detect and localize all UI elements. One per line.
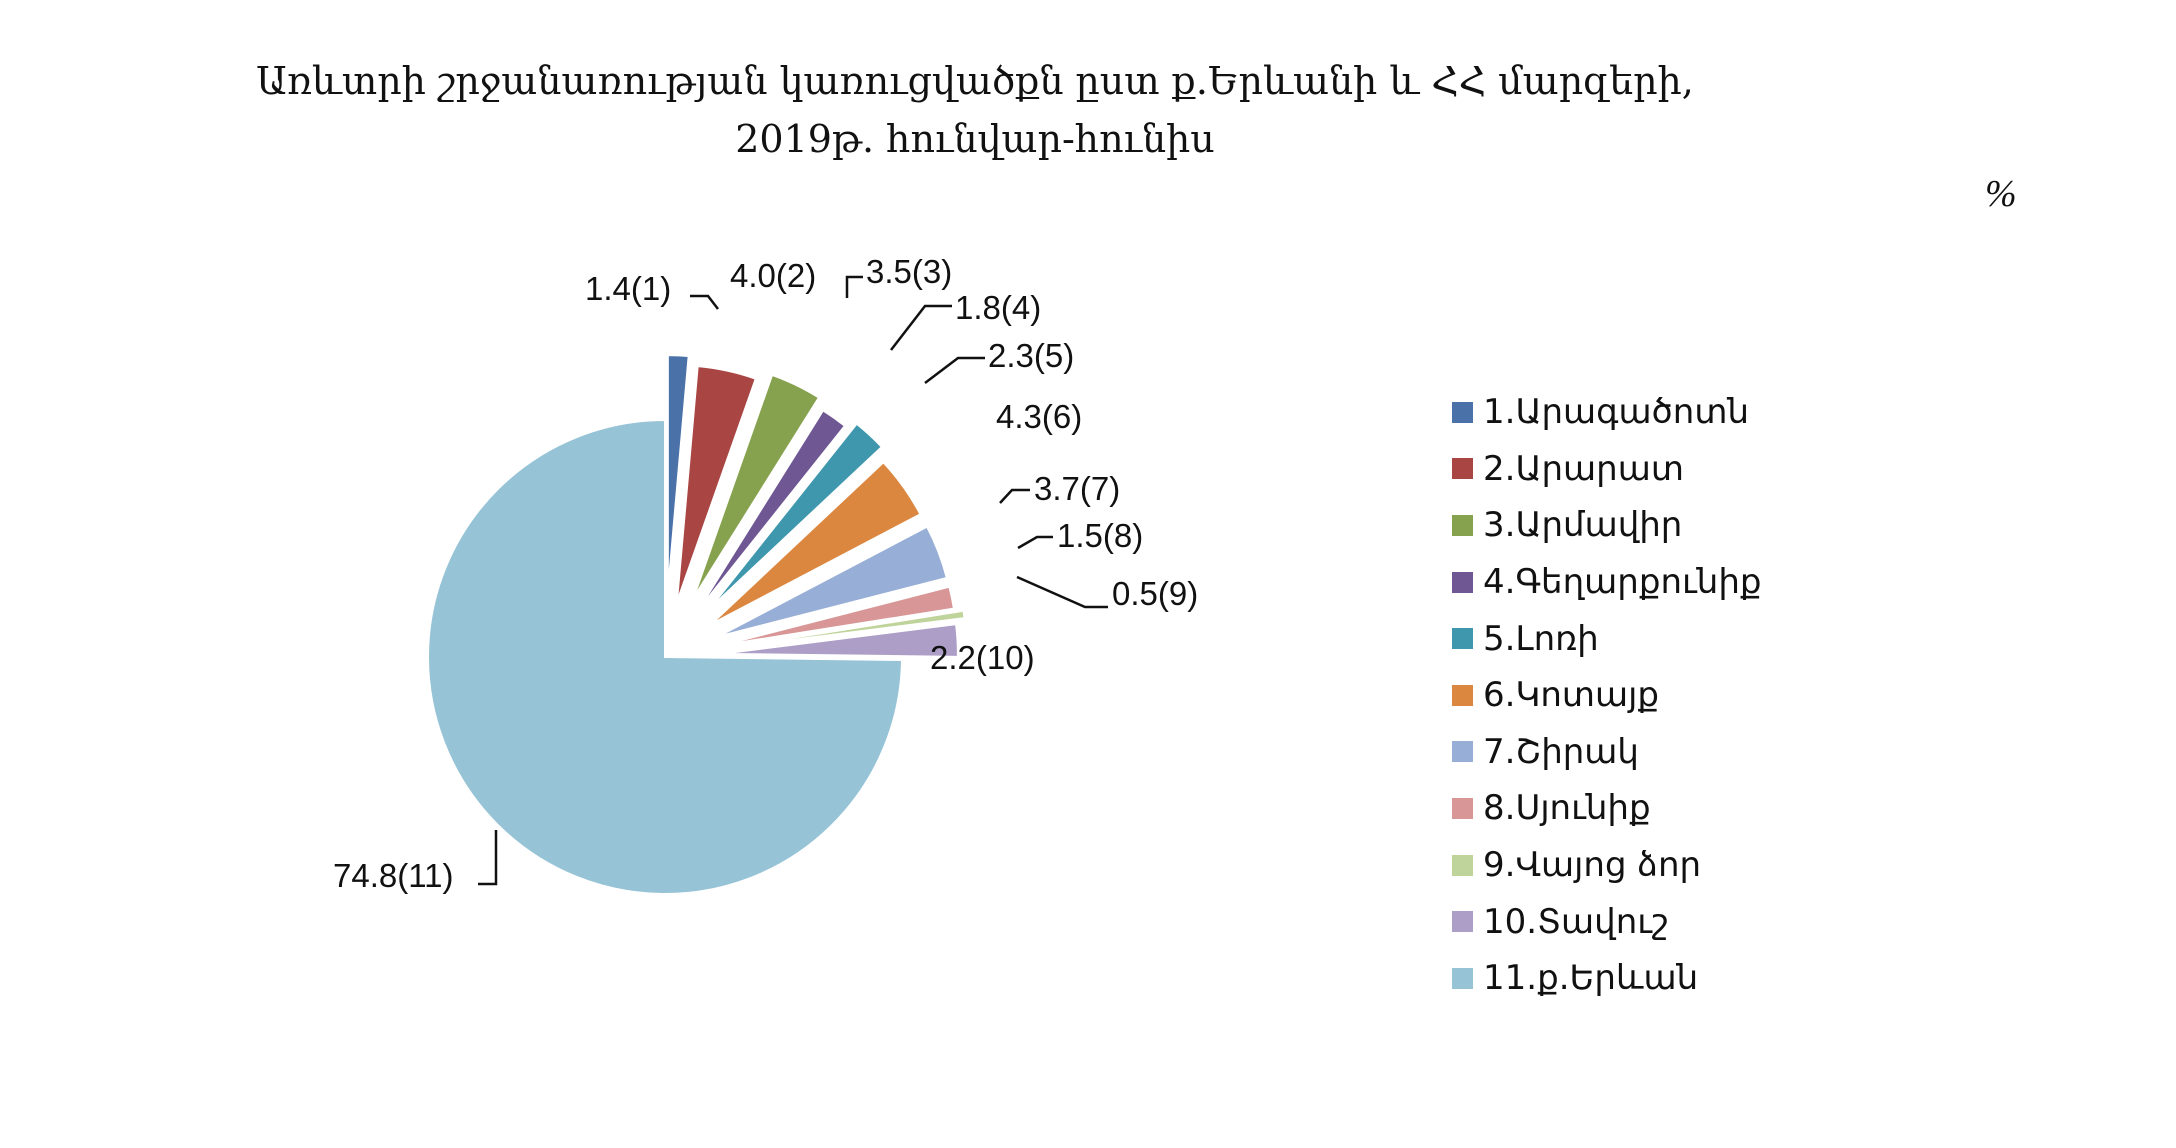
legend-swatch bbox=[1452, 741, 1473, 763]
legend-label: 7.Շիրակ bbox=[1483, 731, 1639, 772]
legend-swatch bbox=[1452, 401, 1473, 423]
legend-item-6: 6.Կոտայք bbox=[1452, 667, 1762, 724]
pie-slice-1 bbox=[666, 354, 690, 593]
legend-swatch bbox=[1452, 514, 1473, 536]
pie-slice-9 bbox=[729, 609, 966, 649]
legend-item-3: 3.Արմավիր bbox=[1452, 497, 1762, 554]
leader-line-11 bbox=[478, 830, 498, 886]
legend-item-8: 8.Սյունիք bbox=[1452, 780, 1762, 837]
legend-swatch bbox=[1452, 967, 1473, 989]
legend-label: 5.Լոռի bbox=[1483, 618, 1599, 659]
pie-slice-3 bbox=[692, 373, 821, 599]
legend-label: 8.Սյունիք bbox=[1483, 788, 1651, 829]
legend-item-2: 2.Արարատ bbox=[1452, 441, 1762, 498]
legend-item-1: 1.Արագածոտն bbox=[1452, 384, 1762, 441]
pie-slice-7 bbox=[716, 525, 949, 638]
legend-swatch bbox=[1452, 684, 1473, 706]
data-labels: 1.4(1) 4.0(2) 3.5(3)1.8(4) 2.3(5) 4.3(6) 3.7(… bbox=[333, 253, 1198, 894]
unit-label: % bbox=[1985, 173, 2017, 215]
leader-line-8 bbox=[1017, 535, 1053, 550]
legend-label: 11.ք.Երևան bbox=[1483, 958, 1699, 999]
legend-item-7: 7.Շիրակ bbox=[1452, 724, 1762, 781]
legend-label: 9.Վայոց ձոր bbox=[1483, 845, 1702, 886]
legend-label: 1.Արագածոտն bbox=[1483, 392, 1750, 433]
leader-line-9 bbox=[1016, 575, 1108, 609]
legend-swatch bbox=[1452, 458, 1473, 480]
legend-label: 6.Կոտայք bbox=[1483, 675, 1659, 716]
data-label-7: 3.7(7) bbox=[1034, 470, 1120, 507]
leader-line-4 bbox=[890, 304, 952, 351]
leader-line-7 bbox=[999, 488, 1030, 504]
legend-swatch bbox=[1452, 854, 1473, 876]
pie-slice-2 bbox=[675, 365, 758, 603]
data-label-3: 3.5(3) bbox=[866, 253, 952, 290]
pie-chart: 1.4(1) 4.0(2) 3.5(3)1.8(4) 2.3(5) 4.3(6) 3.7(… bbox=[333, 253, 1198, 895]
leader-line-1 bbox=[690, 294, 719, 310]
data-label-11: 74.8(11) bbox=[333, 857, 453, 894]
legend-item-9: 9.Վայոց ձոր bbox=[1452, 837, 1762, 894]
data-label-6: 4.3(6) bbox=[996, 398, 1082, 435]
data-label-1: 1.4(1) bbox=[585, 270, 671, 307]
pie-slice-10 bbox=[720, 623, 959, 658]
legend-swatch bbox=[1452, 571, 1473, 593]
legend-label: 3.Արմավիր bbox=[1483, 505, 1683, 546]
pie-slice-8 bbox=[719, 585, 956, 647]
legend-label: 2.Արարատ bbox=[1483, 448, 1684, 489]
pie-slice-11 bbox=[427, 418, 903, 895]
legend-item-10: 10.Տավուշ bbox=[1452, 893, 1762, 950]
leader-line-5 bbox=[924, 356, 985, 384]
legend-label: 10.Տավուշ bbox=[1483, 901, 1669, 942]
data-label-9: 0.5(9) bbox=[1112, 575, 1198, 612]
chart-title-line1: Առևտրի շրջանառության կառուցվածքն ըստ ք.Ե… bbox=[256, 59, 1694, 103]
legend-swatch bbox=[1452, 911, 1473, 933]
chart-title-line2: 2019թ. հունվար-հունիս bbox=[735, 117, 1215, 161]
data-label-4: 1.8(4) bbox=[955, 289, 1041, 326]
pie-slice-5 bbox=[708, 422, 884, 610]
legend: 1.Արագածոտն 2.Արարատ 3.Արմավիր 4.Գեղարքունի… bbox=[1452, 384, 1762, 1007]
legend-item-11: 11.ք.Երևան bbox=[1452, 950, 1762, 1007]
pie-slices bbox=[427, 354, 966, 895]
chart-title: Առևտրի շրջանառության կառուցվածքն ըստ ք.Ե… bbox=[0, 52, 1950, 168]
legend-item-4: 4.Գեղարքունիք bbox=[1452, 554, 1762, 611]
leader-line-3 bbox=[845, 275, 863, 298]
leader-lines bbox=[478, 275, 1108, 886]
pie-slice-4 bbox=[696, 409, 847, 612]
legend-item-5: 5.Լոռի bbox=[1452, 610, 1762, 667]
pie-slice-6 bbox=[709, 460, 922, 626]
data-label-2: 4.0(2) bbox=[730, 257, 816, 294]
data-label-10: 2.2(10) bbox=[930, 639, 1035, 676]
legend-swatch bbox=[1452, 628, 1473, 650]
legend-label: 4.Գեղարքունիք bbox=[1483, 562, 1762, 603]
data-label-8: 1.5(8) bbox=[1057, 517, 1143, 554]
data-label-5: 2.3(5) bbox=[988, 337, 1074, 374]
legend-swatch bbox=[1452, 797, 1473, 819]
